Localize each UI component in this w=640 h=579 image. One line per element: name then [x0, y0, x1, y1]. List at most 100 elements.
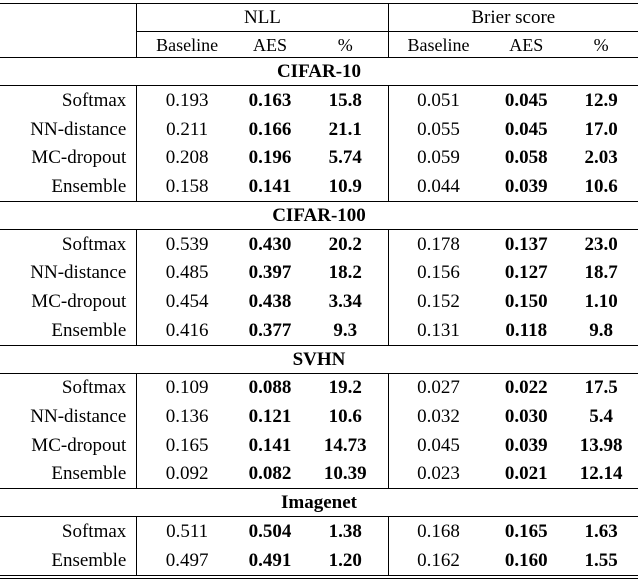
cell-brier-aes: 0.150: [504, 290, 548, 312]
cell-brier-baseline: 0.023: [388, 459, 489, 490]
header-row-metrics: NLL Brier score: [0, 3, 638, 32]
cell-nll-baseline: 0.511: [166, 521, 209, 543]
cell-nll-aes: 0.141: [248, 434, 292, 456]
cell-nll-percent: 3.34: [302, 287, 389, 316]
cell-brier-baseline: 0.152: [417, 290, 460, 312]
cell-nll-percent: 5.74: [302, 143, 389, 173]
cell-brier-percent: 18.7: [584, 262, 618, 284]
cell-brier-percent: 5.4: [589, 406, 613, 428]
cell-nll-baseline: 0.158: [136, 172, 238, 202]
method-name: MC-dropout: [0, 287, 138, 316]
table-row: Softmax 0.539 0.430 20.2 0.178 0.137 23.0: [0, 229, 638, 259]
cell-brier-percent: 12.9: [584, 89, 618, 111]
cell-nll-baseline: 0.109: [165, 377, 209, 399]
cell-nll-aes: 0.377: [237, 315, 303, 346]
cell-nll-percent: 10.39: [302, 459, 389, 490]
cell-brier-baseline: 0.059: [417, 147, 460, 169]
header-nll-percent: %: [302, 31, 389, 58]
header-brier-aes: AES: [509, 34, 544, 55]
method-name: NN-distance: [0, 114, 138, 144]
header-nll-baseline: Baseline: [156, 34, 219, 55]
cell-nll-baseline: 0.165: [165, 434, 209, 456]
cell-brier-aes: 0.021: [488, 459, 565, 490]
method-name: NN-distance: [0, 402, 138, 431]
cell-brier-baseline: 0.162: [388, 545, 489, 576]
dataset-header-row: SVHN: [0, 344, 638, 374]
cell-nll-percent: 1.38: [302, 516, 389, 546]
cell-brier-percent: 17.0: [584, 118, 618, 140]
cell-brier-baseline: 0.045: [417, 434, 460, 456]
cell-brier-aes: 0.039: [488, 172, 565, 202]
dataset-header-row: Imagenet: [0, 488, 638, 518]
header-row-columns: Baseline AES % Baseline AES %: [0, 31, 638, 58]
table-row: Ensemble 0.497 0.491 1.20 0.162 0.160 1.55: [0, 545, 638, 576]
cell-nll-baseline: 0.193: [165, 89, 209, 111]
cell-brier-percent: 2.03: [584, 147, 618, 169]
cell-nll-aes: 0.397: [248, 262, 292, 284]
cell-nll-baseline: 0.136: [165, 406, 209, 428]
cell-nll-aes: 0.141: [237, 172, 303, 202]
cell-brier-baseline: 0.044: [388, 172, 489, 202]
cell-nll-percent: 14.73: [302, 430, 389, 460]
cell-nll-percent: 10.9: [302, 172, 389, 202]
cell-brier-percent: 12.14: [564, 459, 638, 490]
cell-brier-percent: 1.10: [584, 290, 618, 312]
cell-brier-percent: 23.0: [584, 233, 618, 255]
cell-nll-baseline: 0.497: [136, 545, 238, 576]
header-nll: NLL: [136, 3, 389, 32]
cell-brier-percent: 17.5: [584, 377, 618, 399]
table-row: Ensemble 0.158 0.141 10.9 0.044 0.039 10.6: [0, 172, 638, 202]
cell-brier-baseline: 0.032: [417, 406, 460, 428]
method-name: Softmax: [0, 516, 138, 546]
dataset-header-row: CIFAR-100: [0, 200, 638, 230]
table-row: Softmax 0.109 0.088 19.2 0.027 0.022 17.5: [0, 373, 638, 403]
cell-brier-baseline: 0.055: [417, 118, 460, 140]
method-name: MC-dropout: [0, 430, 138, 460]
cell-nll-aes: 0.438: [248, 290, 292, 312]
cell-nll-percent: 18.2: [302, 258, 389, 288]
cell-nll-aes: 0.430: [248, 233, 292, 255]
cell-nll-percent: 20.2: [302, 229, 389, 259]
header-nll-aes: AES: [252, 34, 287, 55]
dataset-name: CIFAR-10: [0, 57, 638, 86]
table-row: NN-distance 0.211 0.166 21.1 0.055 0.045 17.0: [0, 114, 638, 144]
table-row: Ensemble 0.416 0.377 9.3 0.131 0.118 9.8: [0, 315, 638, 346]
cell-brier-aes: 0.058: [504, 147, 548, 169]
dataset-header-row: CIFAR-10: [0, 57, 638, 86]
table-row: NN-distance 0.485 0.397 18.2 0.156 0.127 18.7: [0, 258, 638, 288]
cell-brier-baseline: 0.168: [417, 521, 460, 543]
cell-nll-aes: 0.196: [248, 147, 292, 169]
method-name: NN-distance: [0, 258, 138, 288]
cell-nll-aes: 0.166: [248, 118, 292, 140]
header-corner-cell: [0, 3, 138, 32]
method-name: Softmax: [0, 373, 138, 403]
cell-brier-percent: 1.55: [564, 545, 638, 576]
cell-nll-percent: 9.3: [302, 315, 389, 346]
cell-brier-aes: 0.160: [488, 545, 565, 576]
cell-brier-aes: 0.045: [504, 118, 548, 140]
cell-brier-percent: 1.63: [584, 521, 618, 543]
cell-nll-percent: 21.1: [302, 114, 389, 144]
cell-nll-percent: 19.2: [302, 373, 389, 403]
method-name: Ensemble: [0, 172, 138, 202]
cell-nll-percent: 10.6: [302, 402, 389, 431]
cell-brier-aes: 0.165: [504, 521, 548, 543]
method-name: Ensemble: [0, 545, 138, 576]
cell-nll-aes: 0.082: [237, 459, 303, 490]
cell-brier-aes: 0.127: [504, 262, 548, 284]
cell-brier-aes: 0.022: [504, 377, 548, 399]
header-brier-percent: %: [593, 34, 609, 55]
cell-brier-baseline: 0.178: [417, 233, 460, 255]
method-name: Ensemble: [0, 459, 138, 490]
table-row: Softmax 0.193 0.163 15.8 0.051 0.045 12.9: [0, 85, 638, 115]
cell-nll-baseline: 0.485: [165, 262, 209, 284]
table-row: NN-distance 0.136 0.121 10.6 0.032 0.030 5.4: [0, 402, 638, 431]
method-name: MC-dropout: [0, 143, 138, 173]
cell-nll-baseline: 0.208: [165, 147, 209, 169]
method-name: Softmax: [0, 229, 138, 259]
cell-brier-baseline: 0.156: [417, 262, 460, 284]
cell-brier-aes: 0.039: [504, 434, 548, 456]
cell-brier-aes: 0.118: [488, 315, 565, 346]
dataset-name: Imagenet: [0, 488, 638, 518]
results-table: NLL Brier score Baseline AES % Baseline …: [0, 3, 638, 576]
